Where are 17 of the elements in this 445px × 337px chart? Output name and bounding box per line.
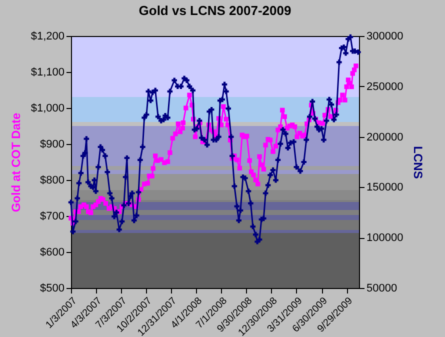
y-tick-label: $900 <box>40 138 64 150</box>
y-tick-label: $500 <box>40 282 64 294</box>
chart-title: Gold vs LCNS 2007-2009 <box>138 3 292 18</box>
y-tick-label: $1,100 <box>30 66 64 78</box>
y-tick-label: $700 <box>40 210 64 222</box>
y2-tick-label: 250000 <box>366 80 404 93</box>
y-axis-title: Gold at COT Date <box>8 112 23 212</box>
y2-axis-title: LCNS <box>411 146 426 179</box>
y-tick-label: $1,000 <box>30 102 64 114</box>
y2-tick-label: 100000 <box>366 232 404 244</box>
y-tick-label: $800 <box>40 174 64 186</box>
y-tick-label: $1,200 <box>30 30 64 42</box>
y2-tick-label: 300000 <box>366 30 404 42</box>
y-tick-label: $600 <box>40 246 64 258</box>
y2-tick-label: 50000 <box>366 282 398 294</box>
y2-tick-label: 150000 <box>366 182 404 194</box>
y2-tick-label: 200000 <box>366 131 404 144</box>
